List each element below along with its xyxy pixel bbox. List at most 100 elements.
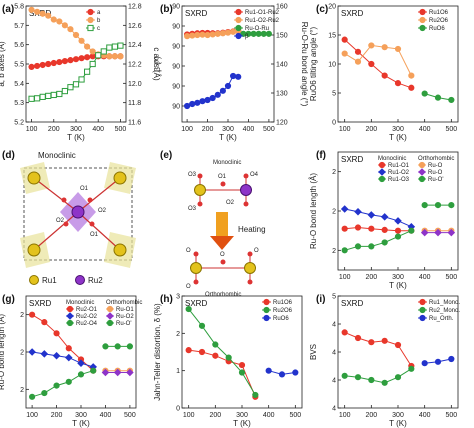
data-point <box>219 87 226 94</box>
data-point <box>380 213 389 221</box>
x-tick-label: 400 <box>419 274 431 281</box>
data-point <box>113 368 122 377</box>
o-label: O4 <box>250 172 259 178</box>
y-tick-label: 90 <box>172 24 180 31</box>
y-axis-label: RuO6 tilting angle (°) <box>309 26 318 101</box>
data-point <box>45 92 52 100</box>
legend-label: Ru2_Mono. <box>429 308 460 314</box>
y2-tick-label: 12.8 <box>128 4 142 11</box>
data-point <box>394 227 402 234</box>
legend-swatch-marker <box>419 314 426 322</box>
x-tick-label: 200 <box>365 126 377 133</box>
data-point <box>394 45 402 53</box>
data-point <box>189 32 196 39</box>
series-line <box>344 230 412 251</box>
o-label: O2 <box>56 218 65 224</box>
o-label: O <box>186 248 191 254</box>
data-point <box>56 18 63 25</box>
data-point <box>67 26 74 33</box>
o-label: O1 <box>80 186 89 192</box>
legend-swatch-marker <box>418 168 426 176</box>
data-point <box>56 58 63 66</box>
data-point <box>434 228 442 237</box>
ru2-atom <box>71 205 85 219</box>
legend-swatch-marker <box>87 8 94 16</box>
y-axis-label: BVS <box>309 344 318 360</box>
data-point <box>29 311 36 318</box>
panel-label-b: (b) <box>160 4 173 15</box>
data-point <box>341 36 348 43</box>
data-point <box>40 350 49 358</box>
data-point <box>185 347 192 354</box>
y-axis-label: Ru-O bond length (Å) <box>0 314 6 390</box>
data-point <box>381 379 388 386</box>
data-point <box>209 94 216 102</box>
series-line <box>344 226 412 232</box>
x-tick-label: 200 <box>365 412 377 419</box>
legend-swatch-marker <box>263 306 270 314</box>
y-tick-label: 15 <box>328 33 336 40</box>
data-point <box>67 84 74 91</box>
y-tick-label: 90 <box>172 64 180 71</box>
ru1-atom <box>113 171 127 185</box>
data-point <box>89 60 96 68</box>
chart-c: SXRD 100 200 300 400 500 T (K) 0 5 10 15 20 RuO6 til… <box>309 4 459 142</box>
data-point <box>341 329 348 336</box>
x-tick-label: 200 <box>209 412 221 419</box>
data-point <box>72 81 80 88</box>
data-point <box>354 48 362 55</box>
data-point <box>28 6 35 13</box>
data-point <box>204 96 211 104</box>
data-point <box>224 82 232 90</box>
legend-label: Ru1-O2 <box>388 170 410 176</box>
data-point <box>61 22 68 29</box>
data-point <box>34 8 41 15</box>
data-point <box>126 368 134 377</box>
y-tick-label: 4 <box>332 322 336 329</box>
y-axis-label: a, b axes (Å) <box>0 41 6 87</box>
legend-swatch-marker <box>66 305 74 313</box>
y2-tick-label: 11.6 <box>128 120 141 127</box>
y2-tick-label: 160 <box>276 4 288 11</box>
data-point <box>354 374 362 381</box>
o-label: O <box>220 252 225 258</box>
y-axis-label: Ru-O bond length (Å) <box>309 173 318 249</box>
data-point <box>100 48 107 55</box>
oxygen-atom <box>220 259 226 265</box>
data-point <box>194 31 201 39</box>
x-tick-label: 100 <box>183 412 195 419</box>
data-point <box>28 348 36 356</box>
data-point <box>117 42 124 49</box>
data-point <box>394 217 402 225</box>
data-point <box>114 343 121 350</box>
data-point <box>77 359 85 367</box>
y-tick-label: 90 <box>172 44 180 51</box>
data-point <box>354 58 362 65</box>
panel-label-i: (i) <box>316 294 325 305</box>
data-point <box>34 95 41 102</box>
data-point <box>434 94 442 101</box>
data-point <box>230 72 237 80</box>
legend-ru1-marker <box>29 275 39 285</box>
series-line <box>344 368 412 384</box>
legend-label: Ru1O6 <box>273 300 293 306</box>
data-point <box>194 99 201 106</box>
structure-e-bottom-label: Orthorhombic <box>205 292 241 298</box>
oxygen-atom <box>243 173 249 179</box>
legend-swatch-marker <box>66 312 74 320</box>
series-line <box>188 308 256 396</box>
legend-label: Ru-O <box>428 170 443 176</box>
oxygen-atom <box>193 279 199 285</box>
data-point <box>212 341 219 348</box>
chart-b: SXRD 100 200 300 400 500 T (K) 90 90 90 90 90 90 β (°… <box>153 4 309 143</box>
y-tick-label: 4 <box>332 406 336 413</box>
data-point <box>53 330 60 337</box>
data-point <box>198 322 206 329</box>
legend-label: Ru1O6 <box>429 10 449 16</box>
y-tick-label: 5.6 <box>14 42 24 49</box>
data-point <box>368 243 375 250</box>
data-point <box>224 29 232 36</box>
y-tick-label: 4 <box>332 378 336 385</box>
y2-tick-label: 130 <box>276 91 288 98</box>
data-point <box>354 208 362 216</box>
